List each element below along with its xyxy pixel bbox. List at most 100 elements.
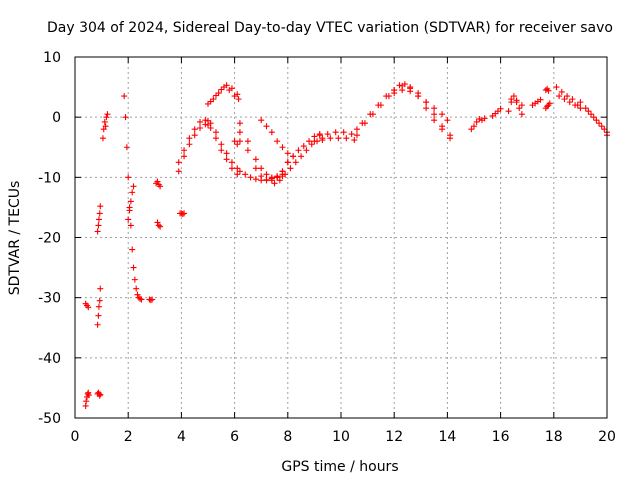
data-point	[308, 141, 315, 148]
data-point	[375, 102, 382, 109]
data-point	[234, 91, 241, 98]
data-point	[127, 222, 134, 229]
x-axis-label: GPS time / hours	[281, 459, 398, 475]
data-point	[179, 211, 186, 218]
data-point	[242, 171, 249, 178]
data-point	[202, 117, 209, 124]
data-point	[97, 285, 104, 292]
data-point	[212, 135, 219, 142]
data-point	[235, 96, 242, 103]
data-point	[218, 86, 225, 93]
data-point	[236, 129, 243, 136]
y-tick-label: -50	[38, 411, 61, 427]
data-point	[103, 114, 110, 121]
data-point	[518, 111, 525, 118]
data-point	[207, 98, 214, 105]
data-point	[391, 90, 398, 97]
data-point	[274, 174, 281, 181]
data-point	[96, 210, 103, 217]
data-point	[537, 96, 544, 103]
data-point	[212, 129, 219, 136]
series-s28	[391, 87, 451, 124]
data-point	[351, 137, 358, 144]
data-point	[157, 183, 164, 190]
x-tick-label: 20	[598, 429, 616, 445]
x-tick-label: 16	[492, 429, 510, 445]
data-point	[544, 103, 551, 110]
data-point	[572, 102, 579, 109]
data-point	[244, 138, 251, 145]
data-point	[252, 176, 259, 183]
data-point	[415, 93, 422, 100]
data-point	[234, 141, 241, 148]
data-point	[287, 165, 294, 172]
data-point	[137, 295, 144, 302]
series-s35	[542, 100, 553, 112]
data-point	[598, 123, 605, 130]
data-point	[353, 132, 360, 139]
data-point	[444, 117, 451, 124]
series-s29	[468, 115, 488, 133]
data-point	[181, 153, 188, 160]
data-point	[439, 126, 446, 133]
data-point	[197, 124, 204, 131]
data-point	[154, 178, 161, 185]
data-point	[279, 144, 286, 151]
series-s27	[359, 82, 454, 142]
y-axis-label: SDTVAR / TECUs	[7, 181, 23, 296]
data-point	[236, 138, 243, 145]
data-point	[319, 137, 326, 144]
data-point	[324, 131, 331, 138]
data-point	[85, 392, 92, 399]
data-point	[175, 168, 182, 175]
data-point	[175, 159, 182, 166]
x-tick-label: 0	[71, 429, 80, 445]
series-s12	[177, 210, 188, 218]
data-point	[212, 92, 219, 99]
series-s31	[505, 93, 525, 118]
data-point	[497, 105, 504, 112]
data-point	[335, 135, 342, 142]
data-point	[97, 391, 104, 398]
x-tick-label: 14	[438, 429, 456, 445]
data-point	[508, 96, 515, 103]
x-tick-label: 2	[124, 429, 133, 445]
data-point	[359, 120, 366, 127]
data-point	[271, 180, 278, 187]
data-point	[104, 111, 111, 118]
data-point	[303, 147, 310, 154]
x-tick-label: 6	[230, 429, 239, 445]
data-point	[157, 223, 164, 230]
data-point	[218, 147, 225, 154]
data-point	[244, 147, 251, 154]
data-point	[300, 143, 307, 150]
series-s39	[585, 108, 610, 136]
data-point	[423, 99, 430, 106]
data-point	[516, 105, 523, 112]
data-point	[191, 132, 198, 139]
data-point	[228, 165, 235, 172]
data-point	[268, 175, 275, 182]
x-tick-label: 18	[545, 429, 563, 445]
data-point	[276, 177, 283, 184]
data-point	[131, 276, 138, 283]
data-point	[588, 111, 595, 118]
data-point	[284, 159, 291, 166]
data-point	[228, 85, 235, 92]
data-point	[223, 150, 230, 157]
data-point	[546, 100, 553, 107]
series-s4	[94, 285, 104, 328]
series-s37	[556, 93, 584, 112]
data-point	[95, 222, 102, 229]
data-point	[122, 114, 129, 121]
data-point	[94, 228, 101, 235]
data-point	[558, 88, 565, 95]
data-point	[295, 147, 302, 154]
data-point	[423, 105, 430, 112]
x-tick-label: 10	[332, 429, 350, 445]
series-s23	[258, 117, 297, 160]
data-point	[228, 159, 235, 166]
data-point	[95, 303, 102, 310]
series-s30	[489, 105, 504, 119]
series-s10	[153, 178, 164, 190]
